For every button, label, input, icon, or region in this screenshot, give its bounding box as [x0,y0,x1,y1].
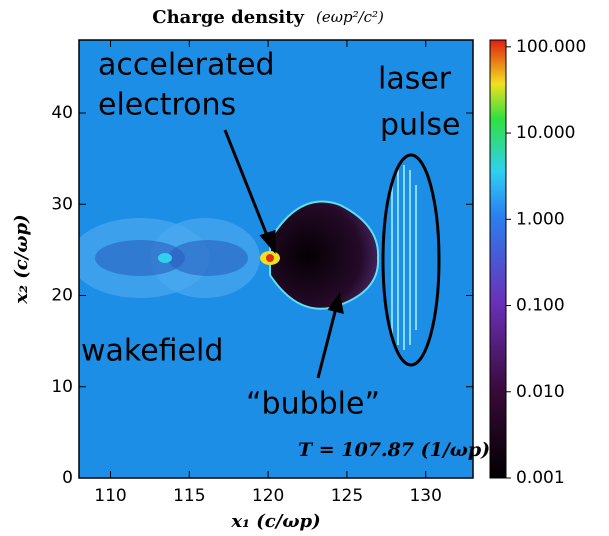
y-tick-label: 40 [51,103,73,123]
annotation: wakefield [81,334,223,369]
colorbar-tick-label: 0.001 [516,468,565,488]
colorbar [489,39,507,479]
colorbar-label: (eωp²/c²) [316,8,384,26]
colorbar-tick-label: 0.100 [516,296,565,316]
arrows [223,129,344,379]
plot-frame [78,39,474,479]
x-tick-label: 120 [252,486,284,506]
annotation: accelerated [98,48,275,83]
annotation: laser [378,62,452,97]
annotation: “bubble” [246,387,380,422]
y-tick-label: 0 [62,468,73,488]
y-tick-label: 30 [51,194,73,214]
density-field [79,40,473,478]
colorbar-tick-label: 100.000 [516,37,586,57]
colorbar-tick-label: 1.000 [516,209,565,229]
colorbar-tick-label: 0.010 [516,382,565,402]
x-axis-label: x₁ (c/ωp) [230,511,320,532]
y-axis-label: x₂ (c/ωp) [11,214,32,304]
y-tick-label: 20 [51,286,73,306]
colorbar-tick-label: 10.000 [516,123,575,143]
x-tick-label: 110 [94,486,126,506]
time-label: T = 107.87 (1/ωp) [298,439,490,461]
x-tick-label: 125 [331,486,363,506]
annotation: pulse [380,108,460,143]
y-tick-label: 10 [51,377,73,397]
x-tick-label: 130 [409,486,441,506]
chart-title: Charge density [152,7,304,28]
laser-outline [381,153,441,367]
x-tick-label: 115 [173,486,205,506]
annotation: electrons [98,88,236,123]
